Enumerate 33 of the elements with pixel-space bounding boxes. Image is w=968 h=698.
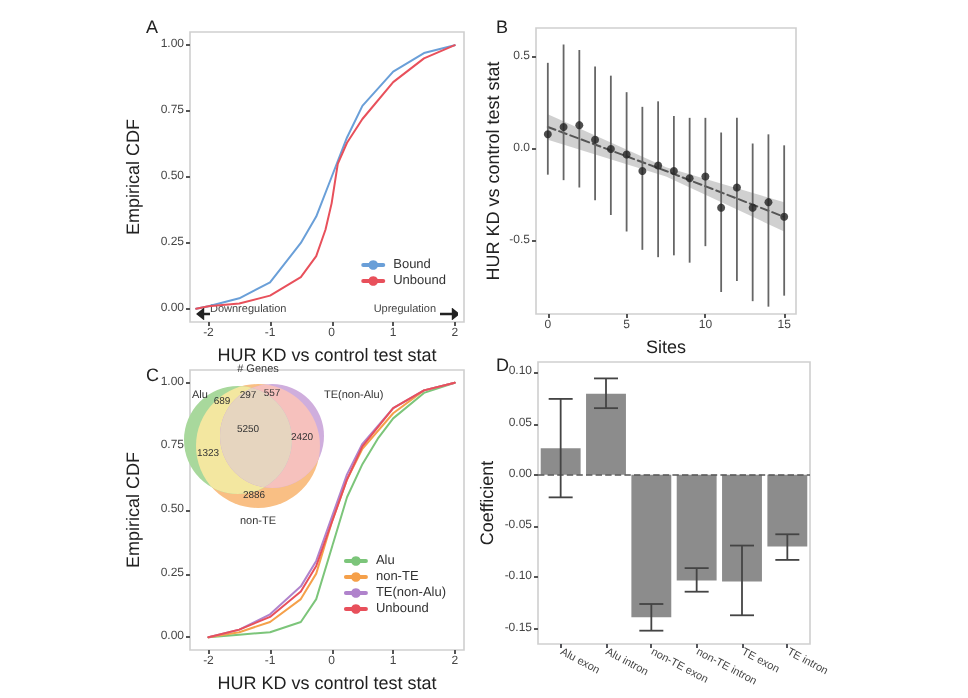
chart-title: D — [496, 355, 510, 375]
point — [591, 135, 600, 144]
chart-title: B — [496, 17, 509, 37]
bar — [540, 448, 581, 475]
bar — [676, 474, 717, 581]
bar — [767, 474, 808, 547]
point — [543, 130, 552, 139]
point — [622, 150, 631, 159]
y-axis-title: Empirical CDF — [123, 451, 143, 569]
y-axis-title: HUR KD vs control test stat — [482, 60, 503, 281]
point — [575, 121, 584, 130]
x-axis-title: HUR KD vs control test stat — [217, 345, 438, 365]
bar — [586, 393, 626, 475]
point — [638, 167, 647, 175]
bar — [722, 474, 762, 582]
point — [717, 203, 726, 212]
x-axis-title: Sites — [645, 337, 687, 357]
chart-title: C — [146, 365, 160, 385]
point — [606, 145, 615, 153]
point — [685, 174, 694, 183]
point — [748, 203, 757, 212]
bar — [631, 474, 672, 618]
point — [764, 198, 773, 207]
point — [654, 161, 663, 170]
point — [669, 167, 678, 175]
x-axis-title: HUR KD vs control test stat — [217, 673, 438, 693]
point — [701, 172, 710, 181]
chart-title: A — [146, 17, 159, 37]
point — [732, 183, 741, 192]
y-axis-title: Coefficient — [477, 459, 497, 546]
point — [559, 123, 568, 131]
point — [780, 212, 789, 221]
y-axis-title: Empirical CDF — [123, 118, 143, 236]
